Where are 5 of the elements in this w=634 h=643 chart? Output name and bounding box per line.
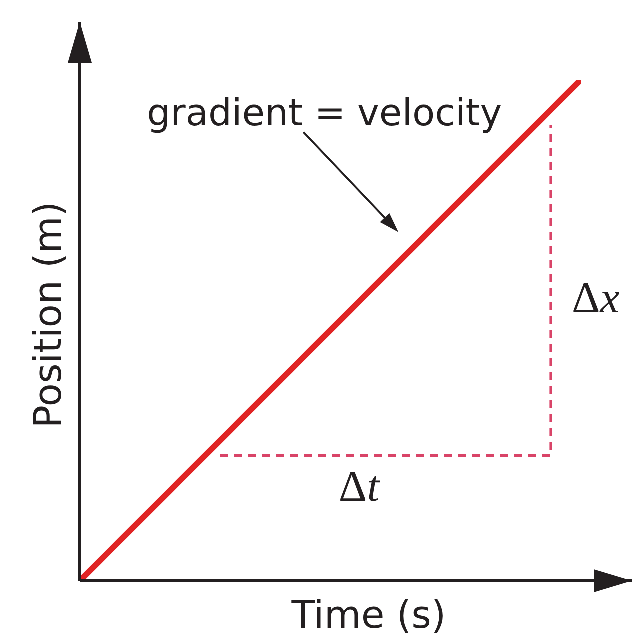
y-axis-title: Position (m) bbox=[26, 202, 70, 428]
x-axis-title: Time (s) bbox=[290, 593, 446, 637]
annotation: Δx bbox=[572, 273, 620, 322]
annotation: gradient = velocity bbox=[147, 91, 502, 134]
annotation: Δt bbox=[338, 462, 382, 511]
